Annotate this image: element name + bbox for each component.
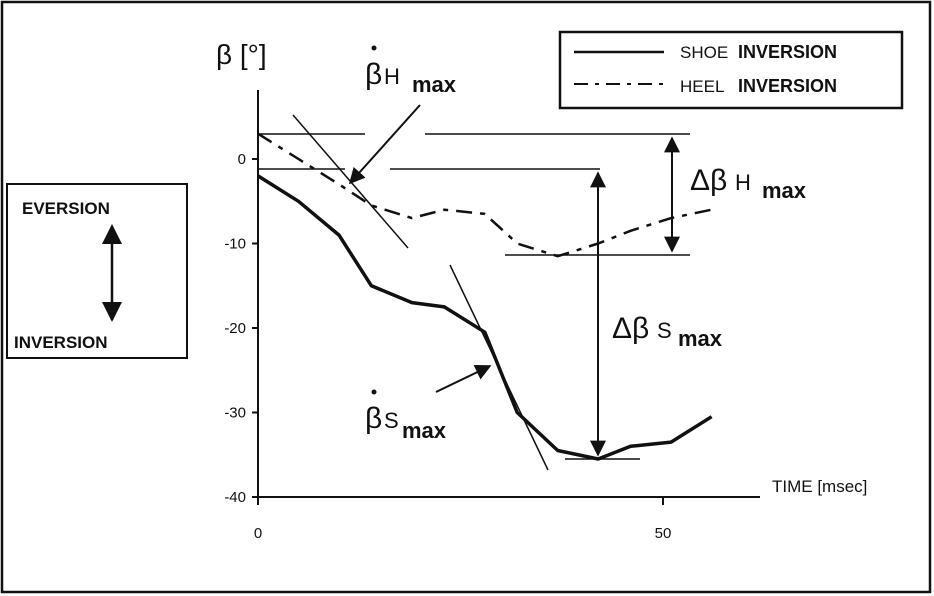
shoe-rate-dot — [371, 389, 377, 395]
y-tick-label: -20 — [224, 320, 246, 337]
shoe-rate-sub: S — [384, 408, 399, 433]
axes — [257, 90, 760, 498]
series-layer — [257, 132, 713, 461]
delta-heel-label: Δβ H max — [690, 164, 807, 203]
side-box-frame — [6, 183, 188, 359]
shoe-rate-max: max — [402, 418, 447, 443]
shoe-inversion-series-line — [257, 174, 713, 461]
y-tick-label: 0 — [238, 151, 246, 168]
x-tick-label: 50 — [655, 525, 672, 542]
delta-heel-sub: H — [735, 170, 751, 195]
legend-shoe-light: SHOE — [680, 43, 728, 62]
side-box-bottom-label: INVERSION — [14, 333, 108, 352]
legend: SHOE INVERSION HEEL INVERSION — [558, 30, 904, 110]
delta-heel-max: max — [762, 178, 807, 203]
heel-rate-max: max — [412, 72, 457, 97]
shoe-rate-symbol: β — [365, 402, 382, 435]
shoe-rate-pointer — [435, 365, 492, 393]
reference-lines — [258, 114, 690, 471]
heel-rate-label: β H max — [365, 45, 457, 97]
y-tick-label: -40 — [224, 489, 246, 506]
legend-shoe-bold: INVERSION — [738, 42, 837, 62]
y-tick-label: -30 — [224, 405, 246, 422]
y-ticks: 0 -10 -20 -30 -40 — [224, 151, 258, 506]
x-ticks: 0 50 — [254, 497, 672, 542]
delta-shoe-symbol: Δβ — [612, 312, 649, 345]
y-axis-label: β [°] — [216, 39, 267, 70]
delta-shoe-max: max — [678, 326, 723, 351]
heel-rate-sub: H — [384, 64, 400, 89]
x-tick-label: 0 — [254, 525, 262, 542]
side-box-top-label: EVERSION — [22, 199, 110, 218]
delta-shoe-label: Δβ S max — [612, 312, 723, 351]
y-tick-label: -10 — [224, 236, 246, 253]
heel-rate-pointer — [348, 104, 421, 185]
shoe-rate-label: β S max — [365, 389, 447, 443]
eversion-inversion-box: EVERSION INVERSION — [6, 183, 188, 359]
delta-shoe-sub: S — [657, 318, 672, 343]
legend-heel-light: HEEL — [680, 77, 724, 96]
x-axis-label: TIME [msec] — [772, 477, 867, 496]
heel-rate-dot — [371, 45, 377, 51]
delta-heel-symbol: Δβ — [690, 164, 727, 197]
heel-inversion-series-line — [257, 132, 712, 258]
legend-heel-bold: INVERSION — [738, 76, 837, 96]
legend-box — [558, 30, 904, 110]
heel-rate-symbol: β — [365, 58, 382, 91]
